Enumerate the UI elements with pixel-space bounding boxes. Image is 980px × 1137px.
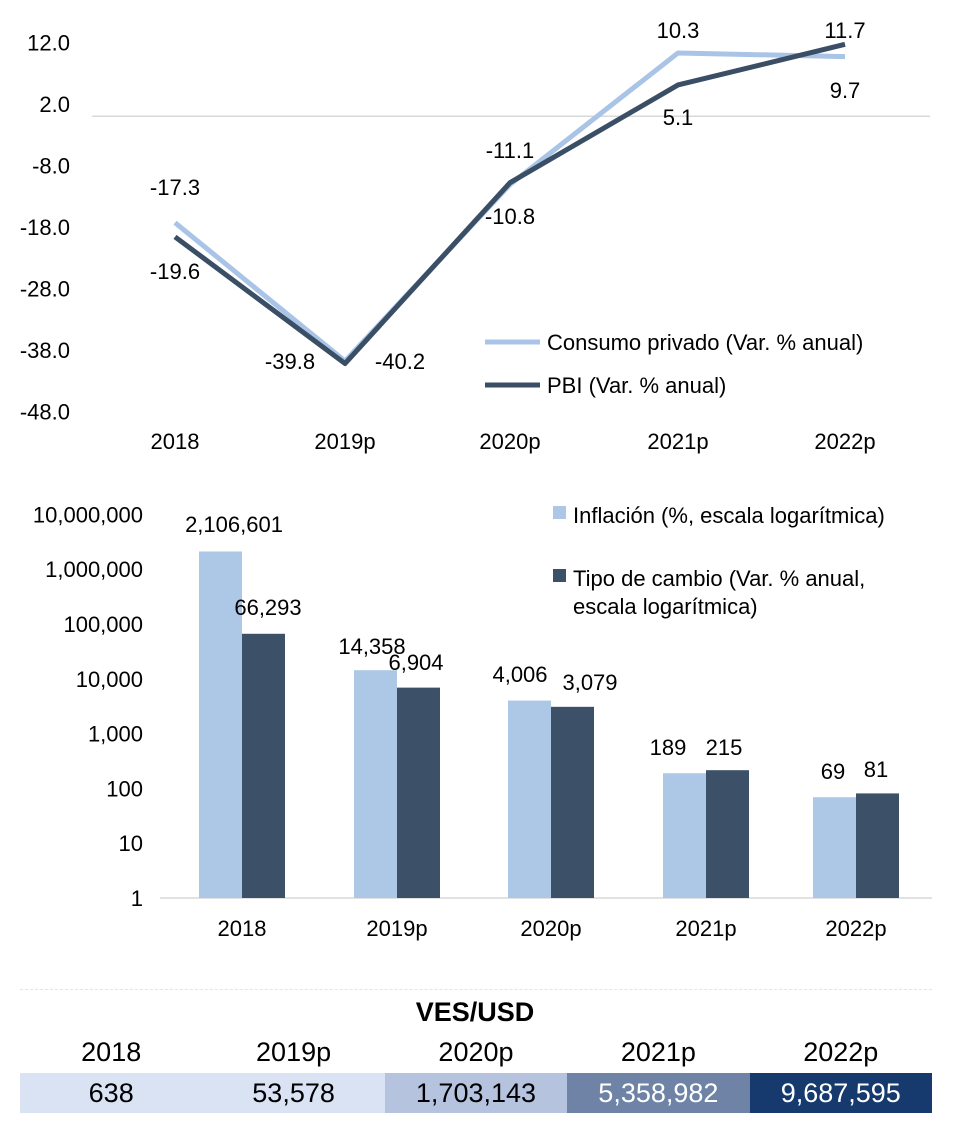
inflacion-bar <box>354 670 397 898</box>
y-tick-label: 10 <box>119 831 143 856</box>
inflacion-bar <box>508 700 551 898</box>
x-tick-label: 2018 <box>151 429 200 454</box>
table-value-cell: 5,358,982 <box>567 1073 750 1113</box>
legend-label: Inflación (%, escala logarítmica) <box>573 503 885 528</box>
data-label: 215 <box>706 735 743 760</box>
y-tick-label: 12.0 <box>27 31 70 56</box>
data-label: -10.8 <box>485 204 535 229</box>
tipo-cambio-bar <box>242 633 285 898</box>
x-tick-label: 2018 <box>218 916 267 941</box>
data-label: -39.8 <box>265 349 315 374</box>
data-label: -11.1 <box>486 138 535 163</box>
data-label: 3,079 <box>562 670 617 695</box>
divider <box>20 989 932 990</box>
tipo-cambio-bar <box>856 793 899 898</box>
data-label: 189 <box>650 735 687 760</box>
table-header-cell: 2020p <box>438 1037 514 1067</box>
x-tick-label: 2019p <box>366 916 427 941</box>
table-header-cell: 2018 <box>81 1037 142 1067</box>
table-header-cell: 2019p <box>256 1037 332 1067</box>
y-tick-label: -28.0 <box>20 277 70 302</box>
data-label: -19.6 <box>150 259 200 284</box>
inflacion-bar <box>813 797 856 898</box>
pbi-line <box>173 41 846 367</box>
y-tick-label: 2.0 <box>39 92 70 117</box>
table-header-cell: 2022p <box>803 1037 879 1067</box>
y-tick-label: 1,000 <box>88 722 143 747</box>
inflacion-bar <box>663 773 706 898</box>
table-header-cell: 2021p <box>620 1037 696 1067</box>
line-chart: 12.0 2.0 -8.0 -18.0 -28.0 -38.0 -48.0 2018 2019p… <box>20 18 930 454</box>
table-title: VES/USD <box>415 997 535 1027</box>
data-label: 66,293 <box>234 595 301 620</box>
data-label: 9.7 <box>830 78 861 103</box>
data-label: 81 <box>864 757 888 782</box>
legend-swatch <box>553 506 566 519</box>
data-label: 2,106,601 <box>185 512 283 537</box>
y-tick-label: -48.0 <box>20 400 70 425</box>
tipo-cambio-bar <box>551 706 594 898</box>
legend-swatch <box>553 569 566 582</box>
table-value-cell: 9,687,595 <box>749 1073 932 1113</box>
legend-label: Consumo privado (Var. % anual) <box>547 330 863 355</box>
x-tick-label: 2021p <box>675 916 736 941</box>
y-tick-label: 10,000 <box>76 667 143 692</box>
y-tick-label: 100 <box>106 776 143 801</box>
x-tick-label: 2022p <box>814 429 875 454</box>
inflacion-bar <box>199 551 242 898</box>
y-tick-label: -38.0 <box>20 338 70 363</box>
data-label: 69 <box>821 759 845 784</box>
table-value-cell: 638 <box>20 1073 203 1113</box>
legend-label: Tipo de cambio (Var. % anual, <box>573 566 865 591</box>
legend-label: escala logarítmica) <box>573 594 758 619</box>
tipo-cambio-bar <box>397 687 440 898</box>
x-tick-label: 2020p <box>479 429 540 454</box>
legend-label: PBI (Var. % anual) <box>547 373 726 398</box>
x-tick-label: 2020p <box>520 916 581 941</box>
data-label: 6,904 <box>388 650 443 675</box>
bar-chart: 10,000,000 1,000,000 100,000 10,000 1,000 100… <box>33 502 932 941</box>
y-tick-label: -18.0 <box>20 215 70 240</box>
table-value-row: 638 53,578 1,703,143 5,358,982 9,687,595 <box>20 1073 932 1113</box>
y-tick-label: 1,000,000 <box>45 557 143 582</box>
data-label: -17.3 <box>150 175 200 200</box>
data-label: 10.3 <box>657 18 700 43</box>
ves-usd-table: VES/USD 2018 2019p 2020p 2021p 2022p 638… <box>0 985 980 1137</box>
x-tick-label: 2019p <box>314 429 375 454</box>
y-tick-label: 10,000,000 <box>33 502 143 527</box>
data-label: 11.7 <box>824 18 865 43</box>
y-tick-label: 1 <box>131 886 143 911</box>
data-label: 4,006 <box>492 662 547 687</box>
data-label: 5.1 <box>663 105 694 130</box>
tipo-cambio-bar <box>706 770 749 898</box>
data-label: 14,358 <box>338 634 405 659</box>
table-value-cell: 1,703,143 <box>384 1073 568 1113</box>
y-tick-label: 100,000 <box>63 612 143 637</box>
table-value-cell: 53,578 <box>202 1073 385 1113</box>
x-tick-label: 2022p <box>825 916 886 941</box>
data-label: -40.2 <box>375 349 425 374</box>
table-header-row: 2018 2019p 2020p 2021p 2022p <box>20 1037 932 1068</box>
y-tick-label: -8.0 <box>32 154 70 179</box>
x-tick-label: 2021p <box>647 429 708 454</box>
